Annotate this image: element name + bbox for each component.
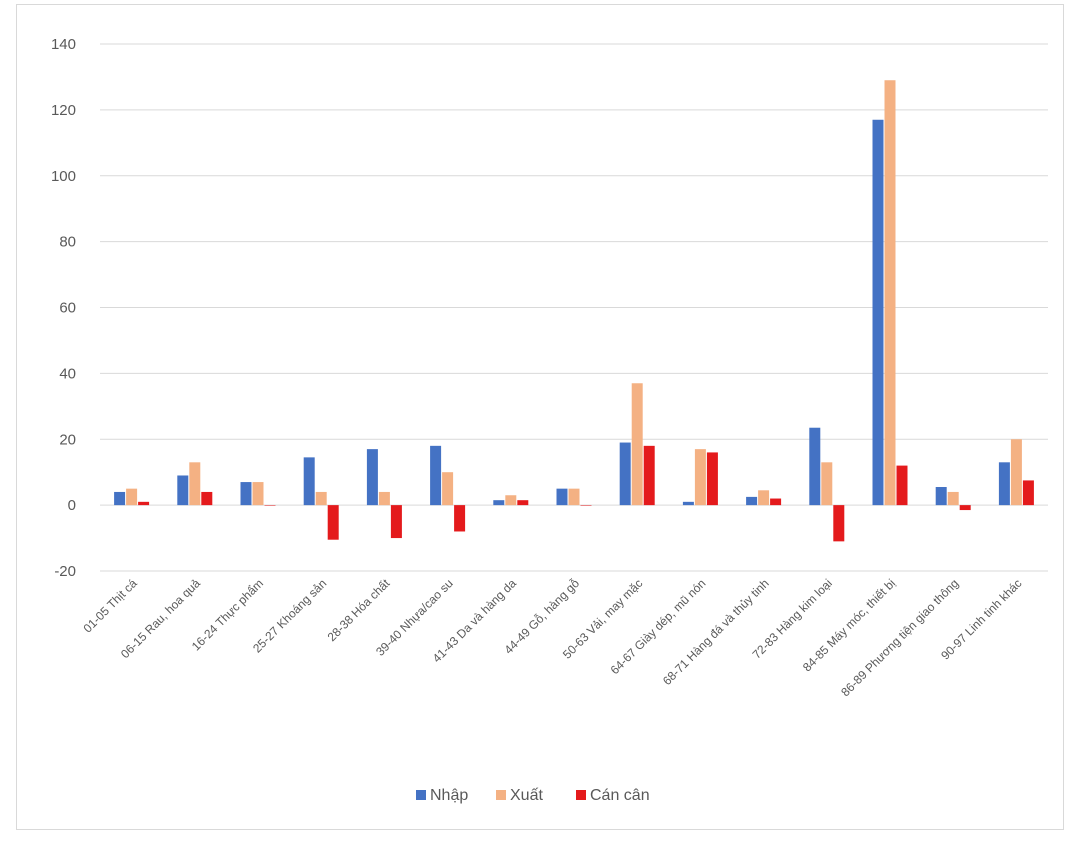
x-tick-label: 28-38 Hóa chất bbox=[325, 576, 393, 644]
bar-xuat bbox=[378, 491, 390, 506]
bar-can-can bbox=[959, 505, 971, 511]
bar-xuat bbox=[694, 449, 706, 506]
y-axis-ticks: -20 0 20 40 60 80 100 120 140 bbox=[51, 36, 76, 580]
y-tick-label: 40 bbox=[59, 365, 76, 382]
bar-xuat bbox=[189, 462, 201, 506]
bar-nhap bbox=[872, 119, 884, 506]
bar-can-can bbox=[454, 505, 466, 532]
bar-nhap bbox=[809, 427, 821, 506]
bar-xuat bbox=[505, 495, 517, 506]
bar-can-can bbox=[833, 505, 845, 542]
bar-can-can bbox=[706, 452, 718, 506]
legend-label: Cán cân bbox=[590, 787, 650, 804]
bar-xuat bbox=[442, 472, 454, 506]
bar-nhap bbox=[430, 445, 442, 506]
bar-can-can bbox=[264, 505, 276, 506]
x-tick-label: 01-05 Thịt cá bbox=[80, 576, 140, 636]
bar-can-can bbox=[390, 505, 402, 539]
bar-xuat bbox=[568, 488, 580, 506]
y-tick-label: 80 bbox=[59, 234, 76, 251]
bar-nhap bbox=[556, 488, 568, 506]
bar-can-can bbox=[1022, 480, 1034, 506]
bar-nhap bbox=[303, 457, 315, 506]
legend-label: Nhập bbox=[430, 787, 468, 804]
bar-can-can bbox=[138, 501, 150, 506]
bar-xuat bbox=[1010, 439, 1022, 506]
bar-xuat bbox=[821, 462, 833, 506]
y-tick-label: 100 bbox=[51, 168, 76, 185]
legend-label: Xuất bbox=[510, 787, 543, 804]
bar-xuat bbox=[758, 490, 770, 506]
bar-xuat bbox=[947, 491, 959, 506]
bar-can-can bbox=[896, 465, 908, 506]
y-tick-label: 20 bbox=[59, 431, 76, 448]
bar-can-can bbox=[517, 500, 529, 506]
bar-xuat bbox=[315, 491, 327, 506]
y-tick-label: 140 bbox=[51, 36, 76, 53]
bar-can-can bbox=[201, 491, 213, 506]
bar-nhap bbox=[998, 462, 1010, 506]
bar-can-can bbox=[327, 505, 339, 540]
bar-nhap bbox=[114, 491, 126, 506]
y-tick-label: -20 bbox=[54, 563, 76, 580]
bar-can-can bbox=[643, 445, 655, 506]
bar-nhap bbox=[177, 475, 189, 506]
bar-nhap bbox=[493, 500, 505, 506]
bar-xuat bbox=[884, 80, 896, 506]
bar-nhap bbox=[619, 442, 631, 506]
x-tick-label: 86-89 Phương tiện giao thông bbox=[838, 576, 961, 699]
legend: Nhập Xuất Cán cân bbox=[416, 787, 650, 804]
bar-nhap bbox=[682, 501, 694, 506]
bar-can-can bbox=[580, 505, 592, 506]
bar-nhap bbox=[366, 449, 378, 506]
bar-xuat bbox=[631, 383, 643, 506]
y-tick-label: 60 bbox=[59, 300, 76, 317]
legend-swatch bbox=[496, 790, 506, 800]
x-tick-label: 68-71 Hàng đá và thủy tinh bbox=[660, 576, 772, 688]
y-tick-label: 120 bbox=[51, 102, 76, 119]
bar-nhap bbox=[746, 496, 758, 506]
bar-can-can bbox=[770, 498, 782, 506]
bar-xuat bbox=[252, 482, 264, 506]
bars bbox=[114, 80, 1034, 542]
bar-xuat bbox=[126, 488, 138, 506]
legend-swatch bbox=[416, 790, 426, 800]
legend-swatch bbox=[576, 790, 586, 800]
bar-nhap bbox=[935, 487, 947, 506]
bar-nhap bbox=[240, 482, 252, 506]
y-tick-label: 0 bbox=[68, 497, 76, 514]
